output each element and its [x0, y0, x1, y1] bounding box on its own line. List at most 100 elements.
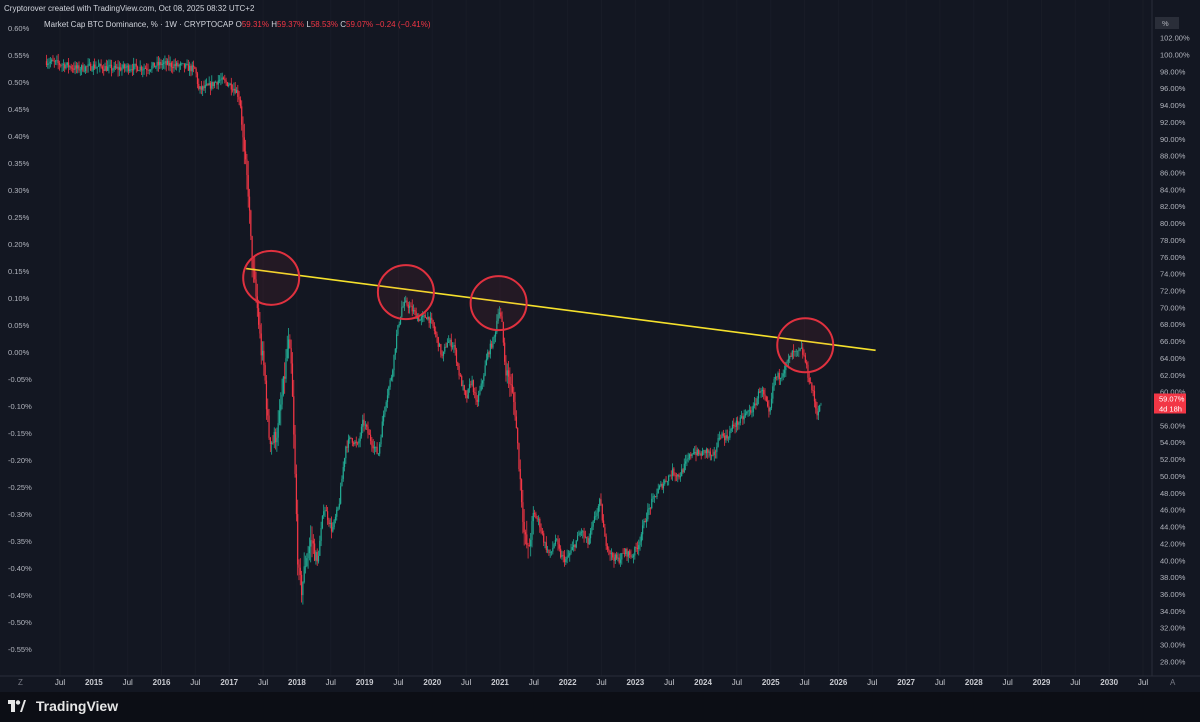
- candle-body: [149, 69, 152, 71]
- candle-body: [165, 61, 167, 65]
- candle-body: [683, 463, 685, 473]
- candle-body: [682, 469, 684, 473]
- candle-body: [345, 446, 347, 459]
- candle-body: [591, 526, 593, 531]
- left-axis-tick: 0.30%: [8, 186, 30, 195]
- candle-body: [557, 539, 559, 545]
- left-axis-tick: 0.60%: [8, 24, 30, 33]
- candle-body: [91, 70, 93, 71]
- candle-body: [170, 62, 173, 68]
- symbol-legend: Market Cap BTC Dominance, % · 1W · CRYPT…: [44, 20, 431, 29]
- candles: [45, 53, 822, 605]
- right-axis: 102.00% 100.00% 98.00% 96.00% 94.00% 92.00% 90…: [1160, 34, 1190, 667]
- candle-body: [522, 502, 524, 522]
- candle-body: [744, 413, 747, 416]
- tradingview-logo[interactable]: TradingView: [8, 698, 118, 714]
- candle-body: [84, 66, 87, 71]
- resistance-trendline[interactable]: [246, 267, 876, 352]
- candle-body: [138, 70, 140, 72]
- candle-body: [661, 483, 663, 489]
- candle-body: [476, 399, 478, 402]
- right-axis-tick: 96.00%: [1160, 84, 1186, 93]
- candle-body: [230, 83, 232, 90]
- candle-body: [269, 437, 271, 445]
- candle-body: [566, 556, 568, 560]
- left-axis-tick: 0.05%: [8, 321, 30, 330]
- candle-body: [501, 316, 503, 322]
- candle-body: [548, 549, 550, 553]
- candle-body: [390, 377, 393, 381]
- touch-circle[interactable]: [776, 317, 835, 374]
- candle-body: [722, 433, 724, 436]
- touch-circle[interactable]: [469, 275, 528, 332]
- legend-title[interactable]: Market Cap BTC Dominance, % · 1W · CRYPT…: [44, 20, 234, 29]
- auto-scale-button[interactable]: A: [1170, 678, 1176, 687]
- candle-body: [649, 507, 652, 509]
- chart-attribution: Cryptorover created with TradingView.com…: [4, 4, 255, 13]
- candle-body: [481, 380, 484, 384]
- candle-body: [144, 68, 146, 69]
- unit-label-box[interactable]: [1155, 17, 1179, 29]
- candle-body: [647, 509, 649, 520]
- candle-body: [156, 61, 158, 67]
- chart-canvas[interactable]: 0.60% 0.55% 0.50% 0.45% 0.40% 0.35% 0.30% 0.25%…: [0, 0, 1200, 692]
- candle-body: [451, 346, 454, 348]
- candle-body: [202, 86, 204, 90]
- candle-body: [768, 405, 770, 412]
- candle-body: [237, 90, 239, 97]
- candle-body: [161, 63, 163, 66]
- candle-body: [586, 537, 588, 539]
- candle-body: [613, 557, 615, 561]
- candle-body: [314, 543, 316, 561]
- candle-body: [86, 66, 88, 68]
- candle-body: [168, 60, 170, 66]
- candle-body: [394, 348, 396, 355]
- candle-body: [412, 310, 415, 312]
- candle-body: [787, 358, 790, 362]
- candle-body: [658, 485, 661, 489]
- candle-body: [635, 547, 637, 548]
- candle-body: [701, 450, 704, 456]
- candle-body: [488, 352, 490, 355]
- candle-body: [191, 65, 193, 72]
- candle-body: [423, 315, 425, 316]
- candle-body: [809, 382, 812, 384]
- candle-body: [155, 66, 157, 68]
- candle-body: [366, 424, 368, 427]
- candle-body: [475, 392, 477, 400]
- candle-body: [783, 370, 786, 374]
- candle-body: [83, 70, 85, 72]
- candle-body: [645, 519, 648, 522]
- touch-circle[interactable]: [242, 249, 301, 306]
- candle-body: [705, 449, 708, 454]
- candle-body: [684, 461, 687, 464]
- scale-left-button[interactable]: Z: [18, 678, 23, 687]
- candle-body: [107, 66, 109, 71]
- candle-body: [747, 410, 749, 412]
- time-axis-tick: 2017: [220, 678, 238, 687]
- candle-body: [281, 394, 283, 405]
- time-axis-tick: 2025: [762, 678, 780, 687]
- candle-body: [148, 70, 150, 72]
- candle-body: [139, 66, 141, 71]
- candle-body: [356, 442, 359, 444]
- candle-body: [675, 475, 678, 477]
- candle-body: [334, 516, 337, 521]
- candle-body: [280, 404, 282, 411]
- candle-body: [643, 520, 645, 526]
- candle-body: [164, 61, 166, 63]
- candle-body: [520, 479, 523, 503]
- candle-body: [541, 531, 544, 534]
- candle-body: [56, 60, 58, 61]
- time-axis-tick: 2018: [288, 678, 306, 687]
- candle-body: [622, 553, 624, 554]
- candle-body: [117, 66, 119, 70]
- candle-body: [712, 455, 714, 456]
- candle-body: [793, 350, 795, 353]
- candle-body: [302, 582, 304, 596]
- candle-body: [444, 346, 446, 352]
- left-axis-tick: 0.00%: [8, 348, 30, 357]
- candle-body: [497, 314, 499, 321]
- touch-circle[interactable]: [376, 264, 435, 321]
- candle-body: [360, 426, 363, 437]
